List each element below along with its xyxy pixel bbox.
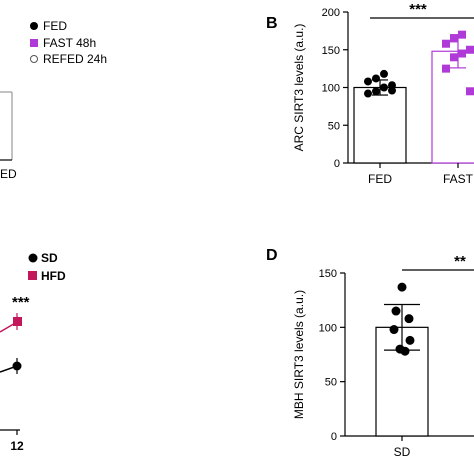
significance-stars: *** — [12, 294, 30, 311]
data-point — [380, 83, 388, 92]
data-point — [450, 34, 458, 43]
data-point — [380, 69, 388, 78]
data-point — [466, 87, 474, 96]
data-point — [372, 87, 380, 96]
legend-label: REFED 24h — [43, 52, 107, 66]
panel-a: FED FAST 48h REFED 24h ED — [0, 19, 107, 181]
panel-b: B 0 50 100 150 200 ARC SIRT3 levels (a.u.) FED F… — [266, 1, 474, 186]
data-point — [405, 335, 415, 345]
data-point — [466, 45, 474, 54]
data-point-hfd — [13, 317, 22, 326]
data-point — [450, 53, 458, 62]
legend-label: FAST 48h — [43, 36, 96, 50]
panel-d: D 0 50 100 150 MBH SIRT3 levels (a.u.) SD ** — [266, 247, 474, 459]
data-point — [364, 89, 372, 98]
y-tick-label: 150 — [319, 268, 337, 280]
x-category-label: FAST — [443, 172, 474, 186]
bar-fast — [431, 50, 474, 164]
y-tick-label: 100 — [322, 83, 340, 95]
x-category-label: SD — [394, 445, 411, 459]
significance-stars: *** — [409, 1, 427, 18]
y-tick-label: 100 — [319, 322, 337, 334]
data-point — [458, 49, 466, 58]
panel-letter: D — [266, 247, 278, 264]
y-tick-label: 200 — [322, 7, 340, 19]
legend-marker-refed — [30, 55, 38, 63]
data-point — [404, 314, 414, 324]
y-tick-label: 150 — [322, 45, 340, 57]
legend-marker-fast — [30, 39, 38, 47]
data-point — [388, 86, 396, 95]
legend-label: HFD — [41, 269, 66, 283]
panel-letter: B — [266, 15, 278, 32]
data-point — [389, 325, 399, 335]
data-point — [442, 64, 450, 73]
data-point — [364, 77, 372, 86]
data-point — [391, 306, 401, 316]
y-axis-label: ARC SIRT3 levels (a.u.) — [292, 24, 306, 152]
data-point — [400, 346, 410, 356]
y-tick-label: 50 — [325, 377, 337, 389]
y-tick-label: 0 — [331, 431, 337, 443]
legend-label: SD — [41, 251, 58, 265]
panel-c: SD HFD *** 12 — [0, 251, 66, 453]
x-category-label: ED — [0, 167, 17, 181]
data-point — [397, 282, 407, 292]
legend-marker-sd — [28, 253, 38, 263]
significance-stars: ** — [454, 253, 466, 270]
y-axis-label: MBH SIRT3 levels (a.u.) — [292, 290, 306, 419]
legend-marker-hfd — [28, 271, 37, 280]
data-point — [442, 39, 450, 48]
data-point — [372, 74, 380, 83]
data-point — [458, 30, 466, 39]
legend-marker-fed — [30, 22, 38, 30]
x-category-label: FED — [368, 172, 392, 186]
y-tick-label: 50 — [328, 120, 340, 132]
y-tick-label: 0 — [334, 158, 340, 170]
data-point-sd — [12, 361, 22, 371]
legend-label: FED — [43, 19, 67, 33]
bar-fed — [353, 86, 407, 164]
x-tick-label: 12 — [10, 439, 24, 453]
